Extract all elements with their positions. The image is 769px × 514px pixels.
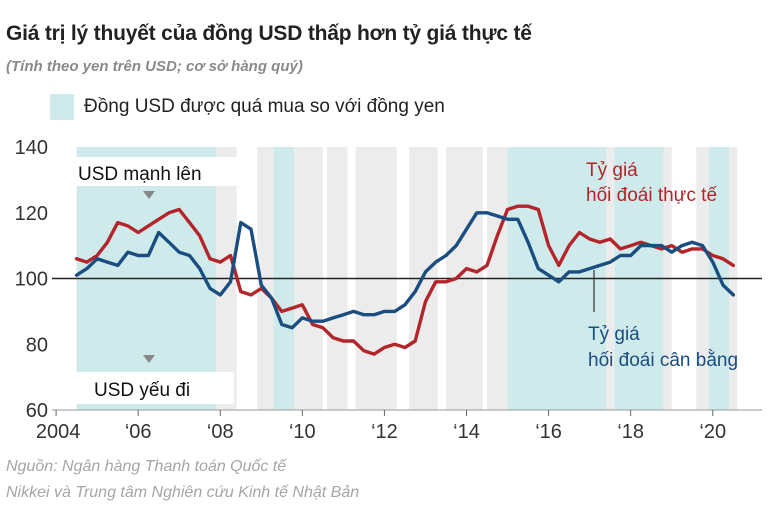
x-tick-label-2012: ‘12 bbox=[371, 421, 398, 443]
x-tick-label-2008: ‘08 bbox=[207, 421, 234, 443]
x-tick-label-2018: ‘18 bbox=[617, 421, 644, 443]
chart-title: Giá trị lý thuyết của đồng USD thấp hơn … bbox=[6, 22, 532, 45]
y-tick-label-60: 60 bbox=[26, 400, 48, 422]
label-equilibrium-line1: Tỷ giá bbox=[588, 324, 640, 345]
arrow-up-icon bbox=[143, 191, 155, 199]
x-tick-label-2004: 2004 bbox=[36, 421, 81, 443]
x-tick-label-2014: ‘14 bbox=[453, 421, 480, 443]
x-tick-label-2020: ‘20 bbox=[699, 421, 726, 443]
label-actual-line2: hối đoái thực tế bbox=[586, 185, 717, 206]
label-equilibrium-line2: hối đoái cân bằng bbox=[588, 349, 738, 371]
legend-label-overvalued: Đồng USD được quá mua so với đồng yen bbox=[84, 96, 445, 117]
annotation-strong: USD mạnh lên bbox=[78, 164, 202, 185]
source-line-1: Nguồn: Ngân hàng Thanh toán Quốc tế bbox=[6, 458, 287, 475]
y-tick-label-140: 140 bbox=[15, 137, 48, 159]
label-actual-line1: Tỷ giá bbox=[586, 160, 638, 181]
y-tick-label-80: 80 bbox=[26, 334, 48, 356]
annotation-weak: USD yếu đi bbox=[94, 380, 190, 401]
legend: Đồng USD được quá mua so với đồng yen bbox=[50, 92, 445, 122]
x-tick-label-2006: ‘06 bbox=[125, 421, 152, 443]
annotation-weak-box bbox=[68, 372, 234, 404]
legend-swatch-overvalued bbox=[50, 94, 74, 120]
y-tick-label-100: 100 bbox=[15, 269, 48, 291]
source-line-2: Nikkei và Trung tâm Nghiên cứu Kinh tế N… bbox=[6, 484, 360, 501]
equilibrium-rate-line-group bbox=[74, 211, 735, 330]
arrow-down-icon bbox=[143, 355, 155, 363]
x-tick-label-2016: ‘16 bbox=[535, 421, 562, 443]
x-tick-label-2010: ‘10 bbox=[289, 421, 316, 443]
annotation-strong-box bbox=[70, 157, 238, 186]
y-tick-label-120: 120 bbox=[15, 203, 48, 225]
chart-subtitle: (Tính theo yen trên USD; cơ sở hàng quý) bbox=[6, 58, 303, 75]
